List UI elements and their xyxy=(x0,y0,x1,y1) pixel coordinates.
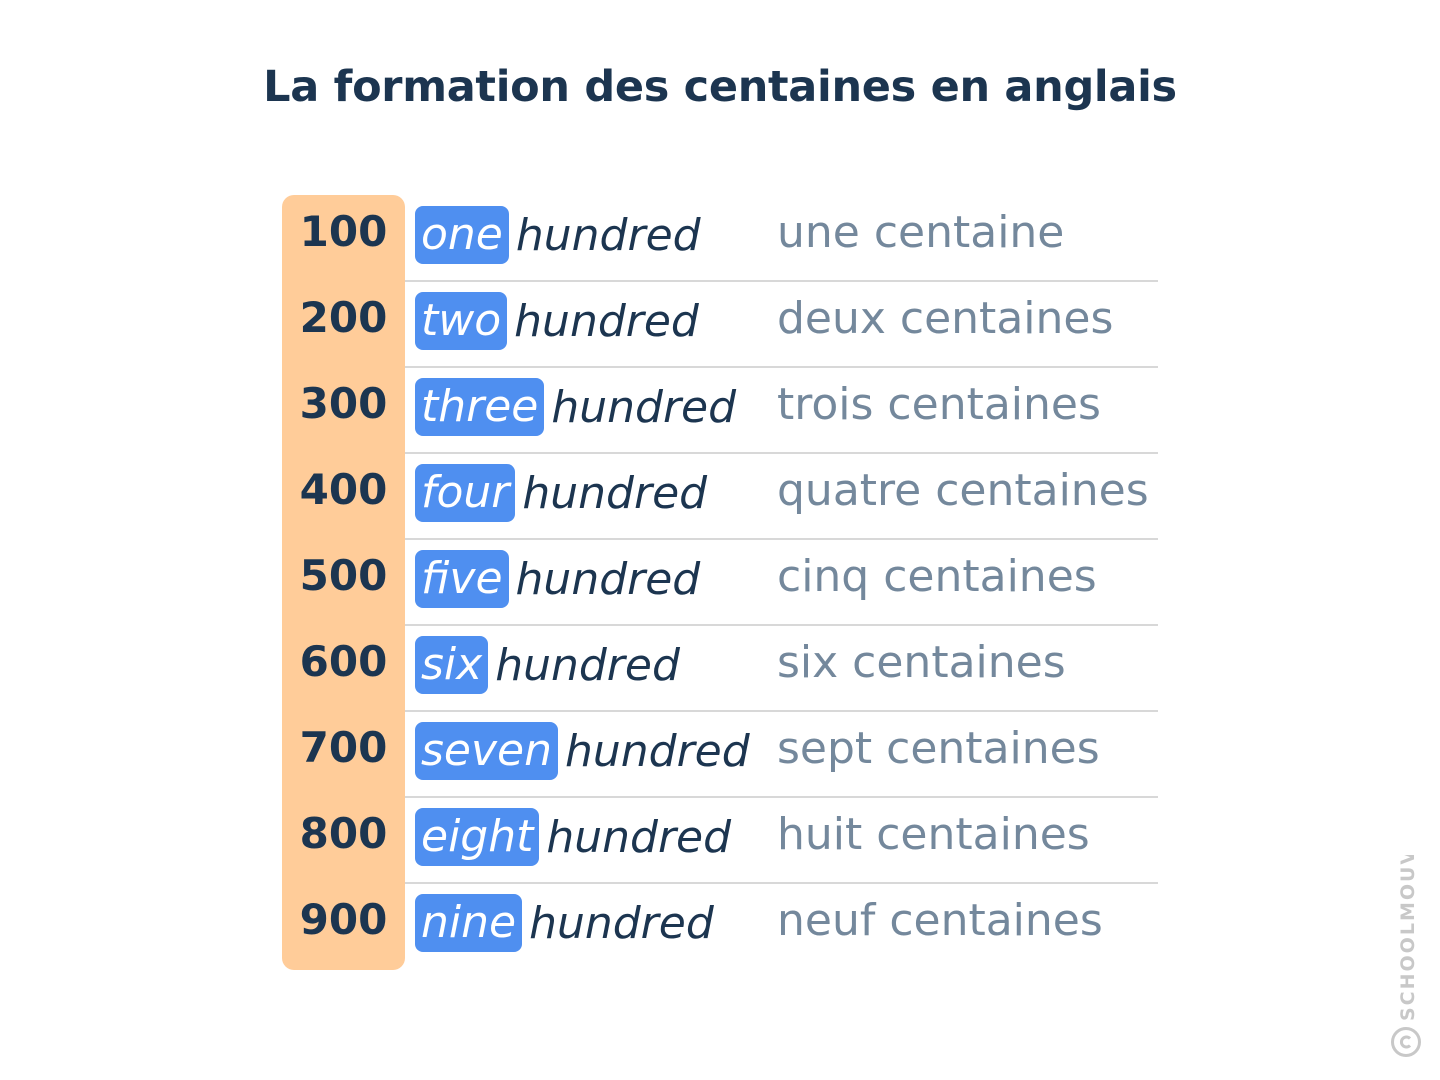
english-phrase: six hundred xyxy=(415,635,680,695)
row-divider xyxy=(405,796,1158,798)
watermark-text-svg: SCHOOLMOUV xyxy=(1397,855,1419,1021)
hundred-word: hundred xyxy=(522,467,708,519)
row-divider xyxy=(405,366,1158,368)
row-divider xyxy=(405,280,1158,282)
french-translation: huit centaines xyxy=(777,809,1090,860)
english-phrase: one hundred xyxy=(415,205,701,265)
hundred-word: hundred xyxy=(529,897,714,949)
row-number: 600 xyxy=(299,637,388,686)
digit-word-highlight: eight xyxy=(415,808,540,866)
digit-word-highlight: six xyxy=(415,636,489,694)
hundred-word: hundred xyxy=(495,639,680,691)
english-phrase: four hundred xyxy=(415,463,707,523)
digit-word-highlight: three xyxy=(415,378,545,436)
row-divider xyxy=(405,624,1158,626)
hundred-word: hundred xyxy=(546,811,732,863)
digit-word-highlight: seven xyxy=(415,722,558,780)
copyright-c-shape xyxy=(1400,1035,1412,1049)
row-number: 700 xyxy=(299,723,388,772)
table-row: 800 eight hundred huit centaines xyxy=(282,797,1158,884)
table-row: 500 five hundred cinq centaines xyxy=(282,539,1158,626)
english-phrase: eight hundred xyxy=(415,807,731,867)
schoolmouv-watermark: SCHOOLMOUV xyxy=(1386,855,1428,1065)
row-number: 500 xyxy=(299,551,388,600)
french-translation: trois centaines xyxy=(777,379,1101,430)
row-number: 400 xyxy=(299,465,388,514)
table-row: 200 two hundred deux centaines xyxy=(282,281,1158,368)
digit-word-highlight: two xyxy=(415,292,508,350)
row-divider xyxy=(405,538,1158,540)
hundred-word: hundred xyxy=(515,209,701,261)
french-translation: sept centaines xyxy=(777,723,1100,774)
table-row: 300 three hundred trois centaines xyxy=(282,367,1158,454)
hundred-word: hundred xyxy=(551,381,737,433)
table-row: 600 six hundred six centaines xyxy=(282,625,1158,712)
hundred-word: hundred xyxy=(565,725,750,777)
french-translation: quatre centaines xyxy=(777,465,1149,516)
french-translation: deux centaines xyxy=(777,293,1114,344)
hundred-word: hundred xyxy=(514,295,699,347)
table-row: 700 seven hundred sept centaines xyxy=(282,711,1158,798)
row-number: 300 xyxy=(299,379,388,428)
row-divider xyxy=(405,710,1158,712)
row-divider xyxy=(405,882,1158,884)
digit-word-highlight: nine xyxy=(415,894,523,952)
table-row: 400 four hundred quatre centaines xyxy=(282,453,1158,540)
french-translation: neuf centaines xyxy=(777,895,1103,946)
page-title: La formation des centaines en anglais xyxy=(263,62,1177,112)
french-translation: cinq centaines xyxy=(777,551,1097,602)
english-phrase: two hundred xyxy=(415,291,699,351)
table-row: 100 one hundred une centaine xyxy=(282,195,1158,282)
english-phrase: three hundred xyxy=(415,377,736,437)
table-row: 900 nine hundred neuf centaines xyxy=(282,883,1158,969)
french-translation: une centaine xyxy=(777,207,1065,258)
row-number: 200 xyxy=(299,293,388,342)
row-divider xyxy=(405,452,1158,454)
english-phrase: seven hundred xyxy=(415,721,750,781)
english-phrase: nine hundred xyxy=(415,893,714,953)
copyright-icon xyxy=(1391,1027,1421,1057)
french-translation: six centaines xyxy=(777,637,1066,688)
digit-word-highlight: one xyxy=(415,206,509,264)
english-phrase: five hundred xyxy=(415,549,700,609)
hundred-word: hundred xyxy=(515,553,701,605)
number-column-background xyxy=(282,195,405,970)
digit-word-highlight: four xyxy=(415,464,516,522)
row-number: 100 xyxy=(299,207,388,256)
digit-word-highlight: five xyxy=(415,550,509,608)
row-number: 800 xyxy=(299,809,388,858)
copyright-c-svg xyxy=(1400,1035,1412,1049)
watermark-text: SCHOOLMOUV xyxy=(1397,855,1419,1021)
row-number: 900 xyxy=(299,895,388,944)
